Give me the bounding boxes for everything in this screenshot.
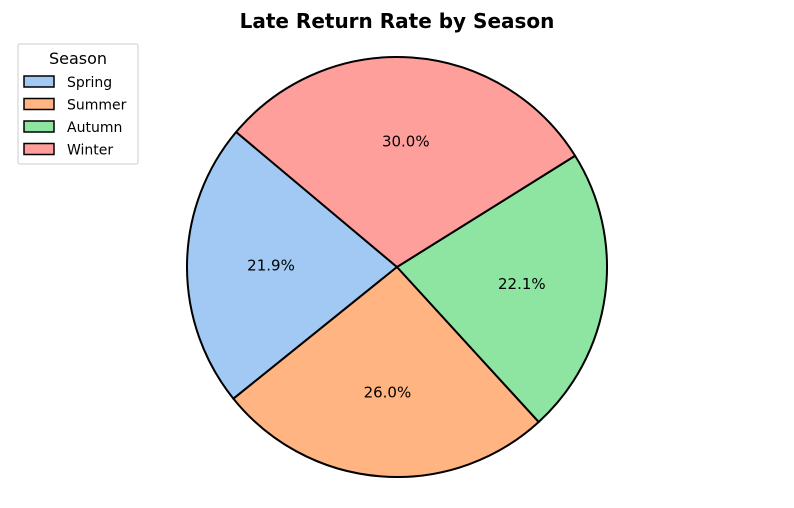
legend-label-summer: Summer (67, 98, 127, 114)
legend-items: Spring Summer Autumn Winter (23, 75, 127, 159)
legend-swatch-autumn (23, 120, 55, 133)
legend-label-winter: Winter (67, 143, 113, 159)
legend-label-autumn: Autumn (67, 120, 122, 136)
pie-slice-autumn (396, 154, 608, 423)
legend-swatch-spring (23, 75, 55, 88)
legend-label-spring: Spring (67, 75, 112, 91)
percent-label-winter: 30.0% (382, 132, 430, 150)
legend-frame (17, 43, 139, 165)
pie-slices (186, 56, 608, 478)
legend: Season Spring Summer Autumn Winter (17, 43, 139, 165)
pie-slice-winter (235, 56, 577, 268)
percent-label-spring: 21.9% (247, 257, 295, 275)
pie-slice-summer (232, 266, 540, 478)
chart-title: Late Return Rate by Season (240, 9, 555, 33)
legend-swatch-winter (23, 142, 55, 156)
percent-labels: 21.9% 26.0% 22.1% 30.0% (247, 132, 545, 401)
legend-title: Season (49, 49, 107, 68)
pie-slice-spring (186, 131, 398, 400)
legend-swatch-summer (23, 97, 55, 111)
percent-label-summer: 26.0% (364, 384, 412, 402)
percent-label-autumn: 22.1% (498, 275, 546, 293)
